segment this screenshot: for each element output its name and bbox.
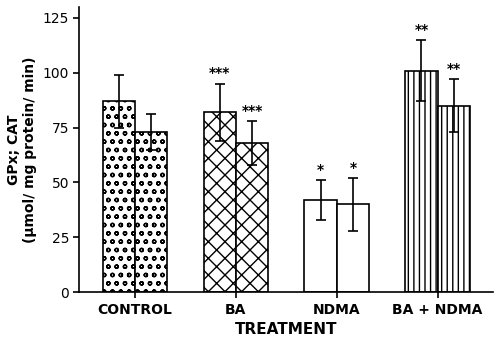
Bar <box>304 200 336 292</box>
Bar <box>135 132 167 292</box>
Text: *: * <box>317 163 324 177</box>
X-axis label: TREATMENT: TREATMENT <box>235 322 338 337</box>
Text: **: ** <box>446 62 461 76</box>
Text: **: ** <box>414 23 428 36</box>
Text: ***: *** <box>209 66 231 80</box>
Text: ***: *** <box>242 104 262 118</box>
Bar <box>204 112 236 292</box>
Bar <box>438 106 470 292</box>
Bar <box>102 101 135 292</box>
Bar <box>236 143 268 292</box>
Text: *: * <box>350 161 356 175</box>
Y-axis label: GPx; CAT
(μmol/ mg protein/ min): GPx; CAT (μmol/ mg protein/ min) <box>7 56 37 243</box>
Bar <box>336 204 369 292</box>
Bar <box>406 71 438 292</box>
